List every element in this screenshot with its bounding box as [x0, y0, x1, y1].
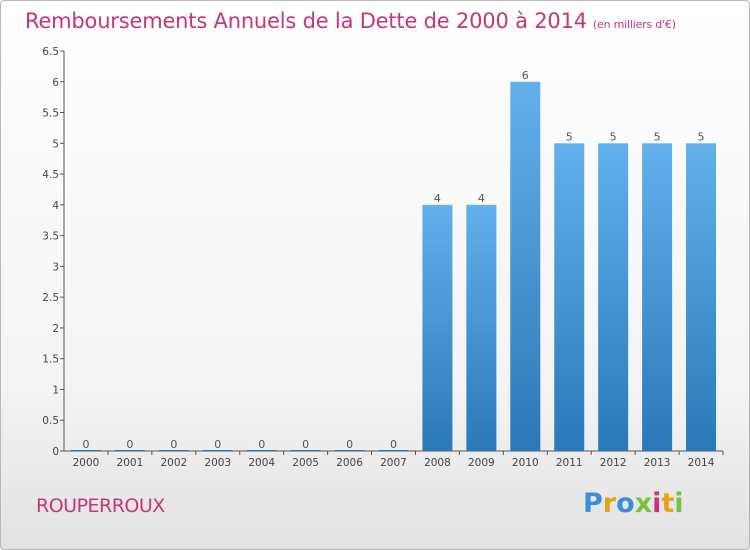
x-tick-label: 2006	[336, 457, 363, 469]
y-tick-label: 0.5	[42, 415, 59, 427]
x-tick-label: 2000	[73, 457, 100, 469]
y-tick-label: 1.5	[42, 354, 59, 366]
bar-2011	[554, 143, 585, 452]
logo-letter: i	[674, 488, 684, 519]
logo-letter: P	[583, 488, 603, 519]
y-tick-label: 2	[52, 323, 59, 335]
bar-2010	[510, 81, 541, 452]
bar-2008	[422, 204, 453, 451]
data-label-2001: 0	[126, 438, 133, 451]
data-label-2014: 5	[698, 130, 705, 143]
commune-name: ROUPERROUX	[36, 495, 165, 517]
x-tick-label: 2011	[556, 457, 583, 469]
x-tick-label: 2004	[248, 457, 275, 469]
x-tick-label: 2009	[468, 457, 495, 469]
x-tick-label: 2012	[600, 457, 627, 469]
data-label-2003: 0	[214, 438, 221, 451]
data-label-2010: 6	[522, 69, 529, 82]
chart-bars: 0 0 0 0 0 0 0 0 4 4 6 5 5 5 5	[70, 69, 717, 452]
data-label-2000: 0	[82, 438, 89, 451]
x-tick-label: 2008	[424, 457, 451, 469]
bar-2012	[598, 143, 629, 452]
logo-letter: i	[652, 488, 662, 519]
data-label-2008: 4	[434, 192, 441, 205]
x-tick-label: 2005	[292, 457, 319, 469]
logo-letter: x	[634, 488, 653, 519]
bar-2014	[686, 143, 717, 452]
proxiti-logo: Proxiti	[583, 488, 684, 519]
data-label-2005: 0	[302, 438, 309, 451]
x-tick-label: 2014	[688, 457, 715, 469]
x-tick-label: 2013	[644, 457, 671, 469]
chart-title-text: Remboursements Annuels de la Dette de 20…	[25, 9, 587, 33]
data-label-2013: 5	[654, 130, 661, 143]
x-tick-label: 2007	[380, 457, 407, 469]
logo-letter: r	[602, 488, 617, 519]
data-label-2011: 5	[566, 130, 573, 143]
y-tick-label: 6	[52, 77, 59, 89]
x-tick-label: 2003	[204, 457, 231, 469]
y-tick-label: 2.5	[42, 292, 59, 304]
y-tick-label: 1	[52, 384, 59, 396]
y-tick-label: 6.5	[42, 46, 59, 58]
x-tick-label: 2001	[117, 457, 144, 469]
y-tick-label: 5	[52, 138, 59, 150]
chart-axes: 0 0.5 1 1.5 2 2.5 3 3.5 4 4.5 5 5.5 6 6.5 2000 2001 2002…	[42, 46, 724, 469]
y-tick-label: 4.5	[42, 169, 59, 181]
y-tick-label: 3.5	[42, 231, 59, 243]
chart-unit: (en milliers d'€)	[592, 18, 676, 31]
data-label-2009: 4	[478, 192, 485, 205]
y-tick-label: 0	[52, 446, 59, 458]
logo-letter: o	[616, 488, 635, 519]
y-tick-label: 5.5	[42, 108, 59, 120]
data-label-2006: 0	[346, 438, 353, 451]
data-label-2004: 0	[258, 438, 265, 451]
bar-2009	[466, 204, 497, 451]
data-label-2007: 0	[390, 438, 397, 451]
data-label-2012: 5	[610, 130, 617, 143]
bar-2013	[642, 143, 673, 452]
x-tick-label: 2002	[160, 457, 187, 469]
x-tick-label: 2010	[512, 457, 539, 469]
chart-title: Remboursements Annuels de la Dette de 20…	[25, 9, 676, 33]
y-tick-label: 3	[52, 261, 59, 273]
y-tick-label: 4	[52, 200, 59, 212]
logo-letter: t	[661, 488, 675, 519]
data-label-2002: 0	[170, 438, 177, 451]
